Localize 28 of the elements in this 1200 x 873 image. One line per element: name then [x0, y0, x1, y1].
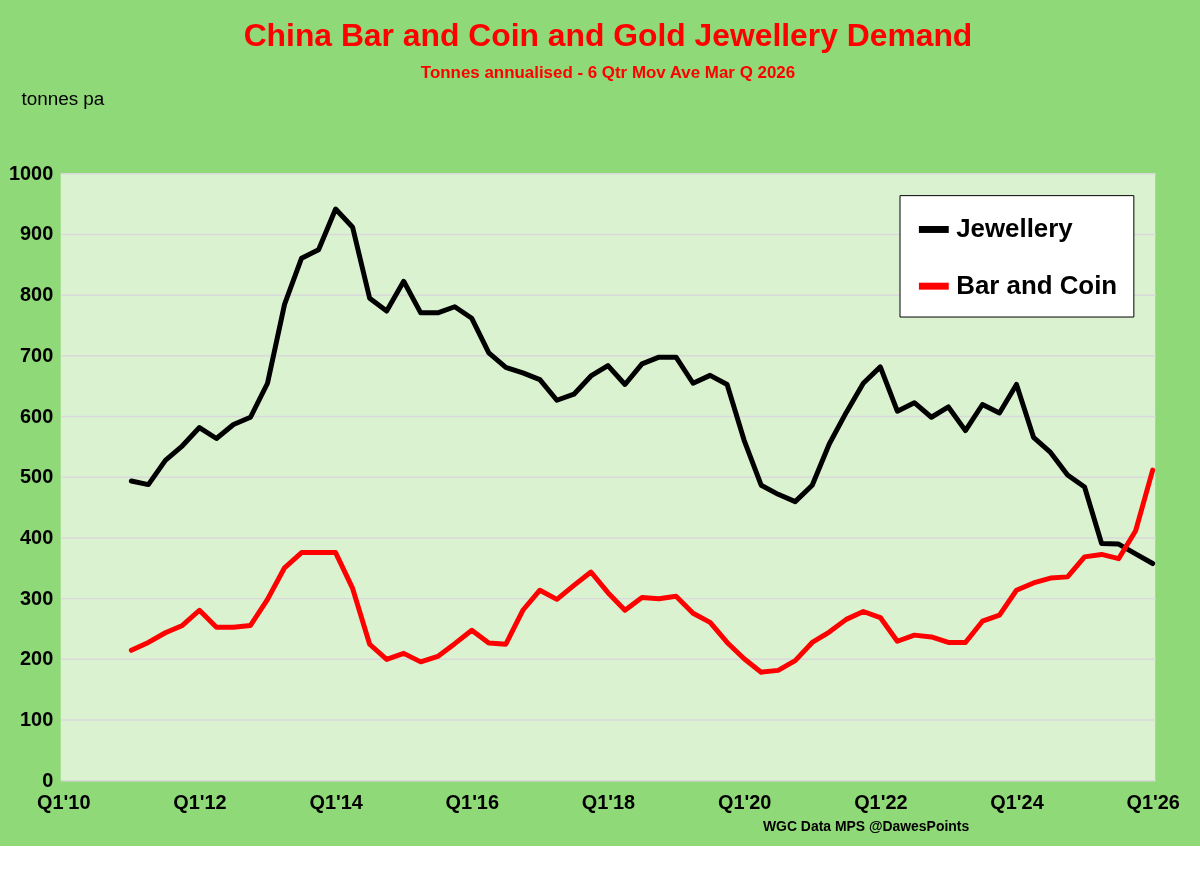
- x-tick-label: Q1'10: [37, 790, 91, 813]
- legend-label: Jewellery: [956, 214, 1074, 243]
- legend-label: Bar and Coin: [956, 271, 1118, 300]
- y-tick-label: 200: [20, 647, 54, 670]
- y-tick-label: 0: [42, 768, 54, 791]
- y-tick-label: 400: [20, 525, 54, 548]
- y-axis-title: tonnes pa: [21, 88, 105, 110]
- x-tick-label: Q1'18: [581, 790, 636, 813]
- x-tick-label: Q1'16: [445, 790, 499, 813]
- y-tick-label: 100: [20, 707, 54, 730]
- line-series: [128, 467, 1156, 675]
- y-tick-label: 900: [20, 222, 54, 245]
- x-tick-label: Q1'26: [1126, 790, 1180, 813]
- x-tick-label: Q1'24: [990, 790, 1044, 813]
- x-tick-label: Q1'22: [854, 790, 908, 813]
- y-tick-label: 800: [20, 283, 54, 306]
- y-tick-label: 500: [20, 465, 54, 488]
- x-tick-label: Q1'14: [309, 790, 363, 813]
- chart-subtitle: Tonnes annualised - 6 Qtr Mov Ave Mar Q 2026: [420, 62, 796, 82]
- y-tick-label: 700: [20, 343, 54, 366]
- x-tick-label: Q1'12: [173, 790, 227, 813]
- y-tick-label: 1000: [8, 161, 54, 184]
- x-tick-label: Q1'20: [717, 790, 772, 813]
- line-series: [128, 206, 1156, 567]
- y-tick-label: 600: [20, 404, 54, 427]
- chart-title: China Bar and Coin and Gold Jewellery Demand: [243, 16, 973, 53]
- y-tick-label: 300: [20, 586, 54, 609]
- text: WGC Data MPS @DawesPoints: [762, 817, 970, 834]
